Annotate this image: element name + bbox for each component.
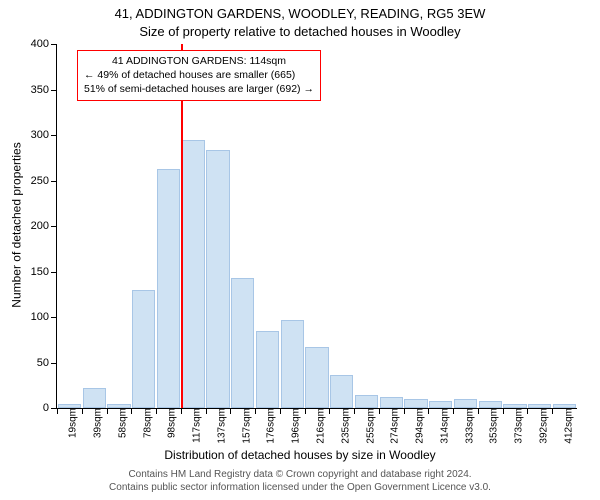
x-tick-label: 19sqm bbox=[60, 408, 79, 438]
annotation-line: 51% of semi-detached houses are larger (… bbox=[84, 82, 314, 96]
copyright: Contains HM Land Registry data © Crown c… bbox=[0, 469, 600, 494]
title-line-2: Size of property relative to detached ho… bbox=[0, 24, 600, 39]
x-axis-label: Distribution of detached houses by size … bbox=[0, 448, 600, 462]
y-tick-label: 350 bbox=[31, 84, 57, 96]
histogram-bar bbox=[355, 395, 378, 408]
x-tick bbox=[453, 408, 454, 414]
histogram-bar bbox=[479, 401, 502, 408]
x-tick-label: 39sqm bbox=[85, 408, 104, 438]
x-tick bbox=[57, 408, 58, 414]
x-tick-label: 216sqm bbox=[308, 408, 327, 444]
histogram-bar bbox=[380, 397, 403, 408]
x-tick-label: 373sqm bbox=[506, 408, 525, 444]
x-tick bbox=[503, 408, 504, 414]
y-tick-label: 50 bbox=[37, 357, 57, 369]
histogram-bar bbox=[83, 388, 106, 408]
x-tick-label: 392sqm bbox=[530, 408, 549, 444]
histogram-bar bbox=[404, 399, 427, 408]
x-tick-label: 98sqm bbox=[159, 408, 178, 438]
x-tick bbox=[428, 408, 429, 414]
x-tick-label: 235sqm bbox=[332, 408, 351, 444]
x-tick-label: 78sqm bbox=[134, 408, 153, 438]
x-tick bbox=[156, 408, 157, 414]
y-axis-label-wrap: Number of detached properties bbox=[10, 40, 24, 410]
y-tick-label: 400 bbox=[31, 38, 57, 50]
x-tick-label: 274sqm bbox=[382, 408, 401, 444]
y-tick-label: 150 bbox=[31, 266, 57, 278]
annotation-box: 41 ADDINGTON GARDENS: 114sqm← 49% of det… bbox=[77, 50, 321, 101]
histogram-bar bbox=[132, 290, 155, 408]
y-axis-label: Number of detached properties bbox=[10, 142, 24, 307]
x-tick-label: 196sqm bbox=[283, 408, 302, 444]
x-tick bbox=[527, 408, 528, 414]
x-tick bbox=[478, 408, 479, 414]
x-tick-label: 333sqm bbox=[456, 408, 475, 444]
histogram-bar bbox=[256, 331, 279, 408]
chart-container: 41, ADDINGTON GARDENS, WOODLEY, READING,… bbox=[0, 0, 600, 500]
y-tick-label: 250 bbox=[31, 175, 57, 187]
title-line-1: 41, ADDINGTON GARDENS, WOODLEY, READING,… bbox=[0, 6, 600, 21]
x-tick-label: 353sqm bbox=[481, 408, 500, 444]
histogram-bar bbox=[281, 320, 304, 408]
plot-area: 05010015020025030035040019sqm39sqm58sqm7… bbox=[56, 44, 577, 409]
x-tick bbox=[131, 408, 132, 414]
x-tick bbox=[354, 408, 355, 414]
x-tick bbox=[82, 408, 83, 414]
copyright-line-1: Contains HM Land Registry data © Crown c… bbox=[0, 469, 600, 482]
x-tick-label: 294sqm bbox=[407, 408, 426, 444]
histogram-bar bbox=[182, 140, 205, 408]
x-tick-label: 117sqm bbox=[184, 408, 203, 443]
x-tick-label: 157sqm bbox=[233, 408, 252, 444]
x-tick bbox=[552, 408, 553, 414]
x-tick bbox=[206, 408, 207, 414]
histogram-bar bbox=[231, 278, 254, 408]
y-tick-label: 0 bbox=[43, 402, 57, 414]
histogram-bar bbox=[429, 401, 452, 408]
x-tick-label: 58sqm bbox=[109, 408, 128, 438]
x-tick bbox=[305, 408, 306, 414]
annotation-line: ← 49% of detached houses are smaller (66… bbox=[84, 68, 314, 82]
y-tick-label: 300 bbox=[31, 129, 57, 141]
x-tick bbox=[181, 408, 182, 414]
x-tick-label: 255sqm bbox=[357, 408, 376, 444]
x-tick bbox=[280, 408, 281, 414]
x-tick bbox=[107, 408, 108, 414]
y-tick-label: 100 bbox=[31, 311, 57, 323]
x-tick bbox=[404, 408, 405, 414]
x-tick bbox=[255, 408, 256, 414]
histogram-bar bbox=[305, 347, 328, 408]
annotation-line: 41 ADDINGTON GARDENS: 114sqm bbox=[84, 54, 314, 68]
y-tick-label: 200 bbox=[31, 220, 57, 232]
x-tick bbox=[230, 408, 231, 414]
x-tick-label: 176sqm bbox=[258, 408, 277, 444]
histogram-bar bbox=[330, 375, 353, 408]
x-tick bbox=[379, 408, 380, 414]
x-tick-label: 137sqm bbox=[208, 408, 227, 444]
x-tick-label: 412sqm bbox=[555, 408, 574, 444]
x-tick-label: 314sqm bbox=[431, 408, 450, 444]
histogram-bar bbox=[454, 399, 477, 408]
copyright-line-2: Contains public sector information licen… bbox=[0, 482, 600, 495]
histogram-bar bbox=[157, 169, 180, 408]
histogram-bar bbox=[206, 150, 229, 408]
x-tick bbox=[329, 408, 330, 414]
